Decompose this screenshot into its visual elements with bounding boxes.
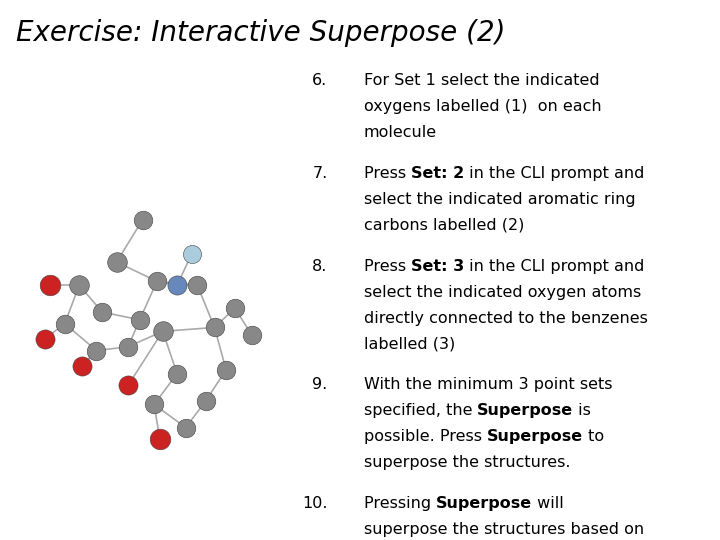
Text: will: will	[532, 496, 564, 511]
Text: superpose the structures based on: superpose the structures based on	[364, 522, 644, 537]
Point	[122, 342, 134, 351]
Point	[186, 250, 197, 259]
Point	[59, 319, 71, 328]
Text: to: to	[583, 429, 604, 444]
Text: 6.: 6.	[312, 73, 328, 88]
Point	[111, 258, 122, 266]
Text: oxygens labelled (1)  on each: oxygens labelled (1) on each	[364, 99, 601, 114]
Point	[151, 277, 163, 286]
Point	[192, 281, 203, 289]
Text: Set: 2: Set: 2	[411, 166, 464, 181]
Text: Press: Press	[364, 259, 411, 274]
Text: select the indicated oxygen atoms: select the indicated oxygen atoms	[364, 285, 641, 300]
Text: Pressing: Pressing	[364, 496, 436, 511]
Text: molecule: molecule	[364, 125, 437, 140]
Text: Set: 3: Set: 3	[411, 259, 464, 274]
Point	[157, 327, 168, 336]
Text: 9.: 9.	[312, 377, 328, 393]
Point	[73, 281, 85, 289]
Text: Press: Press	[364, 166, 411, 181]
Text: Exercise: Interactive Superpose (2): Exercise: Interactive Superpose (2)	[16, 19, 505, 47]
Text: is: is	[573, 403, 591, 418]
Text: Superpose: Superpose	[436, 496, 532, 511]
Text: With the minimum 3 point sets: With the minimum 3 point sets	[364, 377, 612, 393]
Point	[154, 435, 166, 443]
Point	[134, 315, 145, 324]
Text: in the CLI prompt and: in the CLI prompt and	[464, 166, 644, 181]
Point	[45, 281, 56, 289]
Point	[246, 331, 258, 340]
Text: carbons labelled (2): carbons labelled (2)	[364, 218, 524, 233]
Text: Superpose: Superpose	[487, 429, 583, 444]
Point	[171, 369, 183, 378]
Text: 8.: 8.	[312, 259, 328, 274]
Text: Superpose: Superpose	[477, 403, 573, 418]
Point	[200, 396, 212, 405]
Point	[76, 362, 88, 370]
Point	[229, 304, 240, 313]
Text: possible. Press: possible. Press	[364, 429, 487, 444]
Point	[122, 381, 134, 389]
Text: directly connected to the benzenes: directly connected to the benzenes	[364, 310, 647, 326]
Point	[39, 335, 50, 343]
Point	[91, 346, 102, 355]
Point	[96, 308, 108, 316]
Text: 10.: 10.	[302, 496, 328, 511]
Point	[220, 366, 232, 374]
Text: superpose the structures.: superpose the structures.	[364, 455, 570, 470]
Point	[171, 281, 183, 289]
Text: labelled (3): labelled (3)	[364, 336, 455, 352]
Point	[137, 215, 148, 224]
Text: For Set 1 select the indicated: For Set 1 select the indicated	[364, 73, 599, 88]
Point	[180, 423, 192, 432]
Point	[209, 323, 220, 332]
Text: select the indicated aromatic ring: select the indicated aromatic ring	[364, 192, 635, 207]
Text: specified, the: specified, the	[364, 403, 477, 418]
Text: 7.: 7.	[312, 166, 328, 181]
Text: in the CLI prompt and: in the CLI prompt and	[464, 259, 644, 274]
Point	[148, 400, 160, 409]
